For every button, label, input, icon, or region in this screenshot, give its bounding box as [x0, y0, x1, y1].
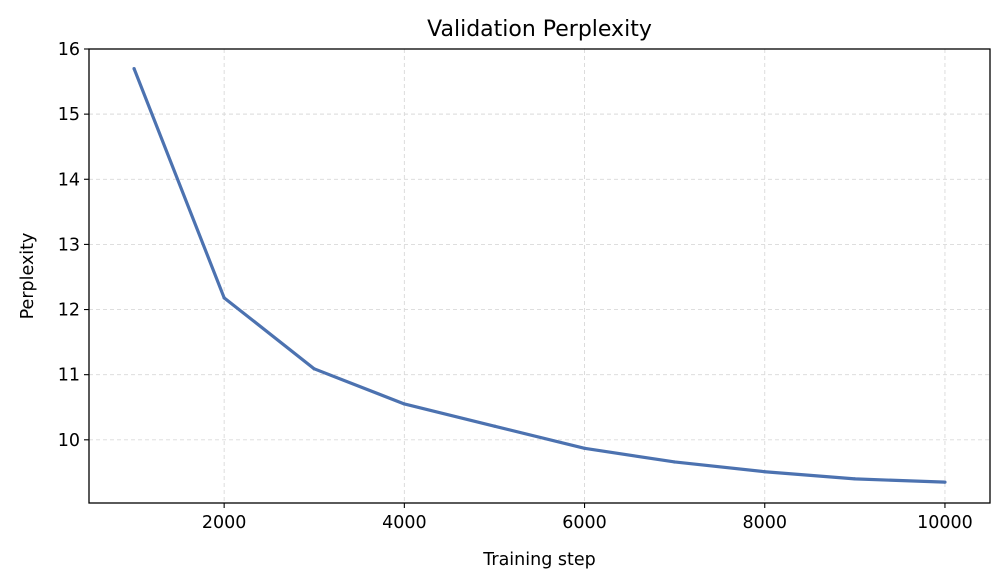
y-tick-label: 10 — [58, 431, 80, 451]
data-point — [492, 424, 497, 428]
x-axis-label: Training step — [482, 550, 595, 570]
y-axis-label: Perplexity — [18, 233, 38, 320]
grid — [89, 48, 990, 503]
y-tick-label: 14 — [58, 170, 80, 190]
y-tick-label: 16 — [58, 40, 80, 60]
chart-title: Validation Perplexity — [427, 17, 652, 42]
plot-frame — [88, 48, 991, 504]
y-tick-label: 11 — [58, 366, 80, 386]
data-point — [673, 460, 677, 464]
x-tick-label: 4000 — [382, 513, 427, 533]
data-point — [222, 296, 226, 300]
ticks: 2000 4000 6000 8000 10000 10 11 12 13 14 15 16 — [58, 40, 973, 533]
y-tick-label: 13 — [58, 235, 80, 255]
data-point — [132, 66, 136, 71]
data-point — [582, 446, 587, 450]
x-tick-label: 2000 — [202, 513, 247, 533]
x-tick-label: 10000 — [917, 513, 973, 533]
y-tick-label: 12 — [58, 301, 80, 321]
data-point — [402, 402, 406, 406]
y-tick-label: 15 — [58, 105, 80, 125]
data-point — [853, 477, 857, 481]
x-tick-label: 8000 — [742, 513, 787, 533]
series-layer — [132, 66, 947, 484]
perplexity-series-line — [132, 67, 946, 484]
data-point — [763, 470, 767, 474]
data-point — [943, 480, 947, 484]
x-tick-label: 6000 — [562, 513, 607, 533]
data-point — [312, 367, 316, 371]
